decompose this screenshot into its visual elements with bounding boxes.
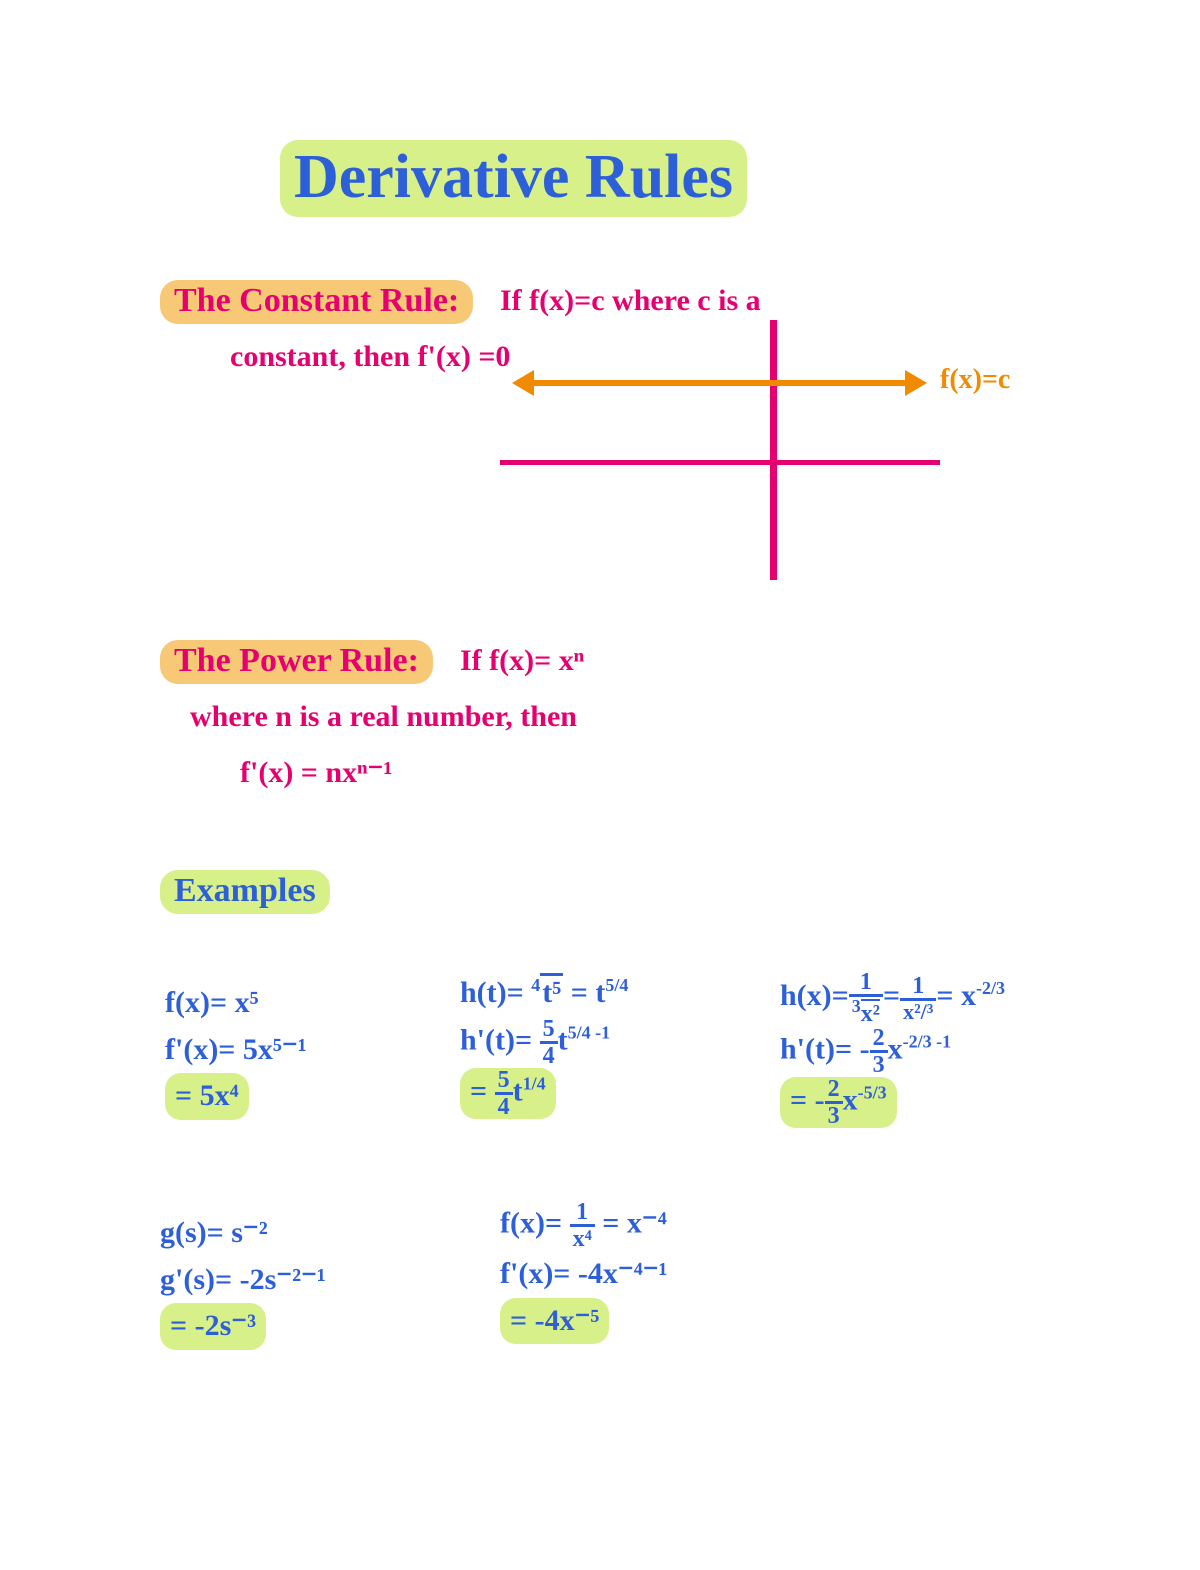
- ex2-root-index: 4: [531, 975, 540, 995]
- ex3-l2a: h'(t)= -: [780, 1032, 870, 1065]
- ex4-line1: g(s)= s⁻²: [160, 1210, 326, 1257]
- ex5-answer: = -4x⁻⁵: [500, 1298, 668, 1345]
- ex5-line2: f'(x)= -4x⁻⁴⁻¹: [500, 1251, 668, 1298]
- ex1-answer-text: = 5x⁴: [165, 1073, 249, 1120]
- ex3-aexp: -5/3: [858, 1082, 887, 1102]
- ex3-aa: = -: [790, 1083, 825, 1116]
- ex5-fn: 1: [570, 1200, 595, 1227]
- title-text: Derivative Rules: [280, 140, 747, 217]
- example-4: g(s)= s⁻² g'(s)= -2s⁻²⁻¹ = -2s⁻³: [160, 1210, 326, 1350]
- constant-rule-text-2: constant, then f'(x) =0: [230, 340, 510, 374]
- ex3-afd: 3: [825, 1104, 843, 1128]
- ex3-answer: = -23x-5/3: [780, 1077, 1100, 1128]
- ex5-l1b: = x⁻⁴: [595, 1206, 667, 1239]
- ex2-l1b: = t: [563, 976, 605, 1009]
- ex3-f2n: 1: [900, 974, 936, 1001]
- example-5: f(x)= 1x⁴ = x⁻⁴ f'(x)= -4x⁻⁴⁻¹ = -4x⁻⁵: [500, 1200, 668, 1344]
- ex4-answer: = -2s⁻³: [160, 1303, 326, 1350]
- ex5-l1a: f(x)=: [500, 1206, 570, 1239]
- arrow-left-icon: [512, 370, 534, 396]
- ex2-aexp: 1/4: [523, 1073, 546, 1093]
- page-title: Derivative Rules: [280, 140, 747, 217]
- ex3-l1c: = x: [936, 979, 976, 1012]
- ex3-line1: h(x)=13x²=1x²/³= x-2/3: [780, 970, 1100, 1026]
- ex1-line1: f(x)= x⁵: [165, 980, 307, 1027]
- ex3-l2fd: 3: [870, 1053, 888, 1077]
- ex2-root-arg: t⁵: [540, 973, 563, 1009]
- power-rule-text-2: where n is a real number, then: [190, 700, 577, 734]
- power-rule-text-1: If f(x)= xⁿ: [460, 644, 584, 678]
- ex5-answer-text: = -4x⁻⁵: [500, 1298, 609, 1345]
- ex4-answer-text: = -2s⁻³: [160, 1303, 266, 1350]
- power-rule-label: The Power Rule:: [160, 640, 433, 684]
- ex2-l1a: h(t)=: [460, 976, 531, 1009]
- arrow-right-icon: [905, 370, 927, 396]
- ex3-l1a: h(x)=: [780, 979, 849, 1012]
- ex2-line1: h(t)= 4t⁵ = t5/4: [460, 970, 740, 1017]
- ex3-line2: h'(t)= -23x-2/3 -1: [780, 1026, 1100, 1077]
- ex3-ra: x²: [861, 999, 880, 1027]
- examples-header: Examples: [160, 870, 330, 914]
- ex2-afd: 4: [495, 1095, 513, 1119]
- ex2-line2: h'(t)= 54t5/4 -1: [460, 1017, 740, 1068]
- power-rule-text-3: f'(x) = nxⁿ⁻¹: [240, 755, 392, 790]
- ex5-fd: x⁴: [570, 1227, 595, 1251]
- ex2-l2a: h'(t)=: [460, 1023, 540, 1056]
- constant-line-label: f(x)=c: [940, 364, 1010, 396]
- power-rule-label-text: The Power Rule:: [160, 640, 433, 684]
- ex3-afn: 2: [825, 1077, 843, 1104]
- constant-rule-label-text: The Constant Rule:: [160, 280, 473, 324]
- example-3: h(x)=13x²=1x²/³= x-2/3 h'(t)= -23x-2/3 -…: [780, 970, 1100, 1128]
- ex3-ri: 3: [852, 996, 861, 1016]
- y-axis: [770, 320, 777, 580]
- ex1-line2: f'(x)= 5x⁵⁻¹: [165, 1027, 307, 1074]
- example-2: h(t)= 4t⁵ = t5/4 h'(t)= 54t5/4 -1 = 54t1…: [460, 970, 740, 1119]
- constant-function-diagram: f(x)=c: [500, 320, 940, 580]
- ex3-f1n: 1: [849, 970, 883, 997]
- examples-header-text: Examples: [160, 870, 330, 914]
- ex4-line2: g'(s)= -2s⁻²⁻¹: [160, 1257, 326, 1304]
- ex3-l2fn: 2: [870, 1026, 888, 1053]
- ex3-l1b: =: [883, 979, 900, 1012]
- example-1: f(x)= x⁵ f'(x)= 5x⁵⁻¹ = 5x⁴: [165, 980, 307, 1120]
- ex3-ab: x: [843, 1083, 858, 1116]
- ex3-l2exp: -2/3 -1: [903, 1031, 952, 1051]
- ex5-line1: f(x)= 1x⁴ = x⁻⁴: [500, 1200, 668, 1251]
- ex2-afn: 5: [495, 1068, 513, 1095]
- ex2-answer: = 54t1/4: [460, 1068, 740, 1119]
- ex1-answer: = 5x⁴: [165, 1073, 307, 1120]
- ex2-l2exp: 5/4 -1: [568, 1022, 611, 1042]
- constant-rule-label: The Constant Rule:: [160, 280, 473, 324]
- ex2-l1exp: 5/4: [605, 975, 628, 995]
- ex2-l2fn: 5: [540, 1017, 558, 1044]
- ex2-l2b: t: [558, 1023, 568, 1056]
- ex3-f2d: x²/³: [900, 1001, 936, 1023]
- ex2-aa: =: [470, 1074, 495, 1107]
- ex3-l2b: x: [888, 1032, 903, 1065]
- ex2-ab: t: [513, 1074, 523, 1107]
- ex2-l2fd: 4: [540, 1044, 558, 1068]
- ex3-l1exp: -2/3: [976, 978, 1005, 998]
- constant-rule-text-1: If f(x)=c where c is a: [500, 284, 761, 318]
- constant-line: [530, 380, 910, 386]
- x-axis: [500, 460, 940, 465]
